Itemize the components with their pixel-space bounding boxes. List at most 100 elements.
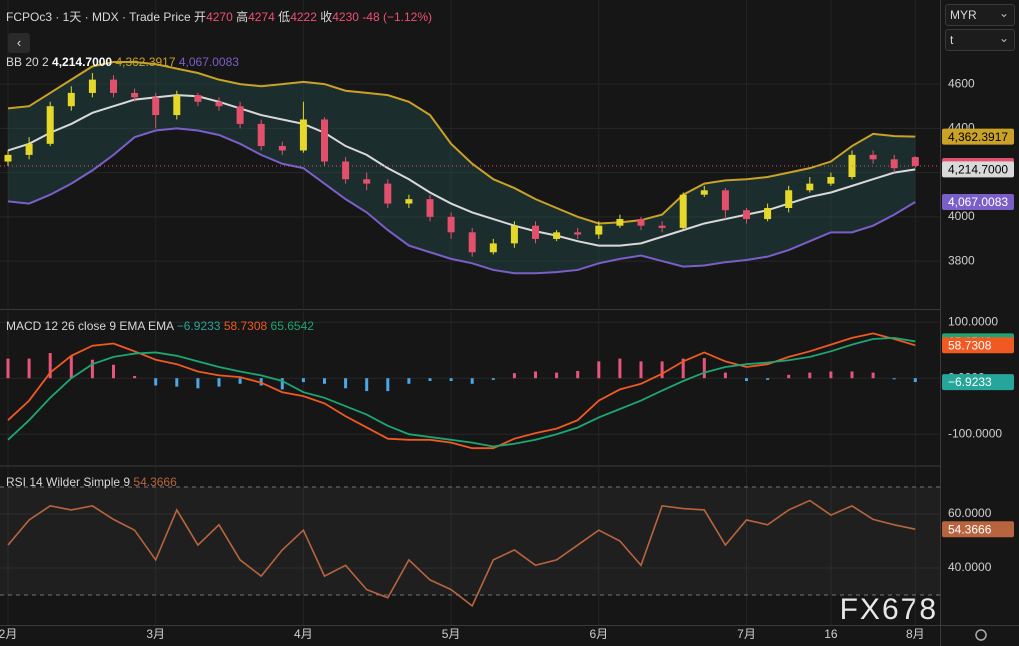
candle-body xyxy=(46,106,54,144)
legend-title: BB 20 2 xyxy=(6,55,49,69)
band-fill xyxy=(8,61,916,274)
x-tick-label: 4月 xyxy=(294,627,313,641)
histogram-bar xyxy=(470,378,474,384)
x-tick-label: 3月 xyxy=(146,627,165,641)
histogram-bar xyxy=(323,378,326,384)
legend-value: 65.6542 xyxy=(270,319,314,333)
candle-body xyxy=(384,183,392,204)
candle-body xyxy=(911,157,919,166)
candle-body xyxy=(257,123,265,147)
macd-legend: MACD 12 26 close 9 EMA EMA −6.9233 58.73… xyxy=(6,319,314,333)
ohlc-label: 开 xyxy=(194,10,207,24)
ohlc-label: 收 xyxy=(320,10,333,24)
histogram-bar xyxy=(681,358,685,379)
histogram-bar xyxy=(808,372,812,379)
candle-body xyxy=(658,225,666,228)
candle-body xyxy=(869,154,877,160)
histogram-bar xyxy=(660,361,664,379)
candle-body xyxy=(553,232,561,239)
back-button[interactable]: ‹ xyxy=(8,33,30,53)
histogram-bar xyxy=(892,378,896,380)
symbol-title: FCPOc3 · 1天 · MDX · Trade Price xyxy=(6,10,191,24)
histogram-bar xyxy=(787,374,791,379)
ohlc-value: 4222 xyxy=(290,10,317,24)
legend-value: 4,214.7000 xyxy=(52,55,113,69)
histogram-bar xyxy=(534,371,537,379)
histogram-bar xyxy=(301,378,305,383)
histogram-bar xyxy=(27,358,31,379)
candle-body xyxy=(110,79,117,93)
legend-value: 58.7308 xyxy=(223,319,268,333)
histogram-bar xyxy=(576,370,580,379)
histogram-bar xyxy=(555,372,559,379)
legend-title: MACD 12 26 close 9 EMA EMA xyxy=(6,319,174,333)
band-line xyxy=(7,127,916,275)
histogram-bar xyxy=(428,378,432,381)
histogram-bar xyxy=(745,378,748,381)
candle-body xyxy=(173,95,181,116)
candle-body xyxy=(215,101,223,107)
x-tick-label: 7月 xyxy=(737,627,756,641)
candle-body xyxy=(131,92,139,98)
candle-body xyxy=(532,225,539,239)
ohlc-value: 4230 xyxy=(332,10,359,24)
unit: t xyxy=(950,33,954,47)
candle-body xyxy=(405,199,413,204)
histogram-bar xyxy=(69,355,73,379)
basis-badge-text: 4,214.7000 xyxy=(948,163,1008,177)
histogram-bar xyxy=(112,364,115,379)
histogram-bar xyxy=(365,378,369,392)
macd-line xyxy=(7,332,916,450)
unit-select[interactable]: t ⌄ xyxy=(945,29,1015,51)
ohlc-label: 高 xyxy=(236,10,249,24)
histogram-bar xyxy=(766,378,770,380)
x-tick-label: 6月 xyxy=(589,627,608,641)
y-tick-label: 40.0000 xyxy=(948,560,992,574)
x-tick-label: 16 xyxy=(824,627,838,641)
candle-body xyxy=(342,161,350,180)
upper-badge-text: 4,362.3917 xyxy=(948,130,1008,144)
legend-value: 54.3666 xyxy=(133,475,177,489)
candle-body xyxy=(67,92,75,107)
candle-body xyxy=(363,179,371,184)
candle-body xyxy=(616,219,624,226)
candle-body xyxy=(194,95,202,102)
candle-body xyxy=(721,190,729,211)
lower-badge-text: 4,067.0083 xyxy=(948,195,1008,209)
rsi-line xyxy=(7,499,916,608)
x-tick-label: 5月 xyxy=(442,627,461,641)
histogram-bar xyxy=(723,372,727,379)
histogram-bar xyxy=(6,358,10,379)
rsi-badge-text: 54.3666 xyxy=(948,522,992,536)
macd-badge xyxy=(942,337,1014,354)
change-pct: (−1.12%) xyxy=(382,10,433,24)
hist-badge xyxy=(942,374,1014,391)
currency-select[interactable]: MYR ⌄ xyxy=(945,4,1015,26)
histogram-bar xyxy=(407,378,411,384)
histogram-bar xyxy=(491,378,495,380)
band-fill xyxy=(0,486,940,596)
ohlc-value: 4274 xyxy=(248,10,275,24)
settings-icon[interactable] xyxy=(975,629,987,641)
histogram-bar xyxy=(512,373,516,379)
candle-body xyxy=(299,119,307,151)
candle-body xyxy=(595,225,603,235)
y-tick-label: 3800 xyxy=(948,253,975,267)
candle-body xyxy=(236,106,244,124)
lower-badge xyxy=(942,194,1014,211)
x-tick-label: 2月 xyxy=(0,627,17,641)
band-line xyxy=(7,60,916,225)
y-tick-label: 4000 xyxy=(948,209,975,223)
header: FCPOc3 · 1天 · MDX · Trade Price 开4270 高4… xyxy=(6,8,432,25)
histogram-bar xyxy=(829,371,833,379)
currency: MYR xyxy=(950,8,977,22)
ohlc-label: 低 xyxy=(278,10,291,24)
candle-body xyxy=(468,232,476,253)
candle-body xyxy=(785,190,793,208)
histogram-bar xyxy=(238,378,242,384)
candle-body xyxy=(574,232,582,235)
candle-body xyxy=(700,190,708,195)
